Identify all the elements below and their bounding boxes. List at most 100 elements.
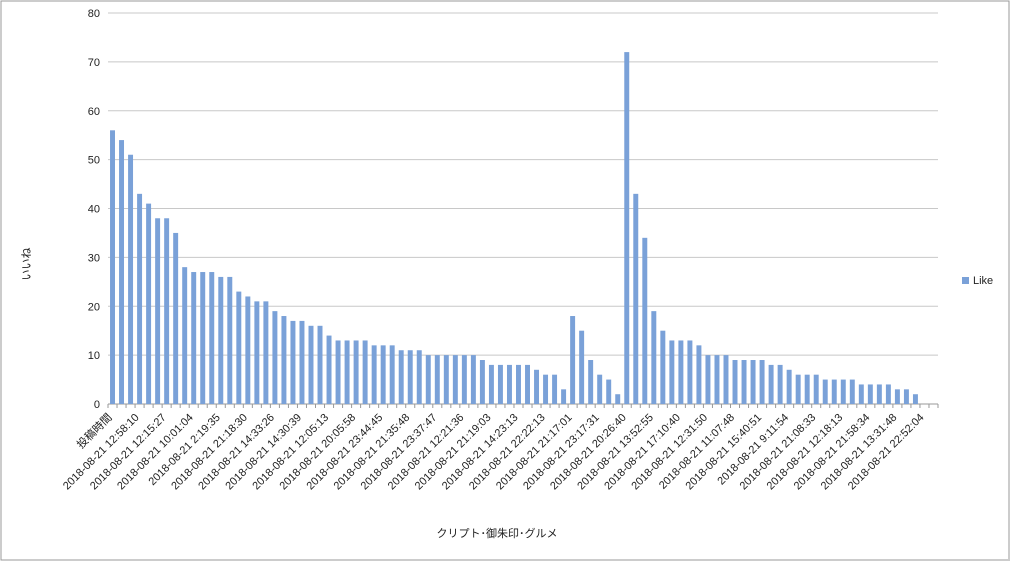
bar: [128, 154, 134, 404]
bar: [335, 340, 341, 404]
bar: [146, 203, 152, 404]
bar: [669, 340, 675, 404]
bar: [155, 218, 161, 404]
bar: [398, 350, 404, 404]
bar: [461, 355, 467, 404]
bar: [606, 379, 612, 404]
bar: [696, 345, 702, 404]
bar: [831, 379, 837, 404]
bar: [353, 340, 359, 404]
bar: [326, 335, 332, 404]
bar: [200, 272, 206, 404]
bar: [912, 394, 918, 404]
bar: [822, 379, 828, 404]
bar: [876, 384, 882, 404]
bar: [804, 374, 810, 404]
bar: [543, 374, 549, 404]
bar: [452, 355, 458, 404]
bar: [425, 355, 431, 404]
bar: [714, 355, 720, 404]
bar: [552, 374, 558, 404]
x-axis-title: クリプト･御朱印･グルメ: [437, 526, 558, 540]
y-tick-label: 20: [88, 301, 100, 313]
bar: [849, 379, 855, 404]
y-tick-label: 0: [94, 399, 100, 411]
bar: [470, 355, 476, 404]
bar: [371, 345, 377, 404]
bar: [407, 350, 413, 404]
bar: [534, 369, 540, 404]
legend-label: Like: [973, 275, 993, 287]
bar: [479, 360, 485, 404]
bar: [516, 364, 521, 404]
bar: [416, 350, 422, 404]
bar: [245, 296, 251, 404]
bar: [723, 355, 729, 404]
bar: [660, 330, 666, 404]
y-tick-label: 40: [88, 204, 100, 216]
bar: [894, 389, 900, 404]
bar: [786, 369, 792, 404]
bar: [615, 394, 621, 404]
bar: [506, 364, 512, 404]
bar: [768, 364, 774, 404]
bar: [272, 311, 278, 404]
bar: [597, 374, 603, 404]
y-tick-label: 10: [88, 350, 100, 362]
bar: [525, 364, 530, 404]
bar: [173, 232, 179, 404]
y-axis-title: いいね: [20, 248, 33, 281]
bar: [110, 130, 115, 405]
bar: [777, 364, 783, 404]
bar: [263, 301, 269, 404]
bar: [579, 330, 585, 404]
bar: [389, 345, 395, 404]
bar: [651, 311, 657, 404]
bar: [867, 384, 873, 404]
bar: [299, 320, 305, 404]
y-tick-label: 60: [88, 106, 100, 118]
bar: [885, 384, 891, 404]
bar: [227, 276, 233, 404]
bar: [308, 325, 314, 404]
bar: [182, 267, 188, 404]
bar: [443, 355, 449, 404]
bar: [750, 360, 756, 404]
y-tick-label: 50: [88, 155, 100, 167]
bar: [164, 218, 170, 404]
y-tick-label: 80: [88, 8, 100, 20]
bar: [218, 276, 224, 404]
bar: [137, 193, 143, 404]
bar: [191, 272, 197, 404]
bar: [624, 52, 630, 404]
bar: [317, 325, 323, 404]
bar: [290, 320, 296, 404]
bar: [759, 360, 765, 404]
bar: [488, 364, 494, 404]
bar: [642, 237, 648, 404]
y-tick-label: 70: [88, 57, 100, 69]
bar: [858, 384, 864, 404]
bar: [254, 301, 260, 404]
bar: [209, 272, 215, 404]
bar: [687, 340, 693, 404]
bar: [903, 389, 909, 404]
bar: [795, 374, 801, 404]
bar: [705, 355, 711, 404]
bar: [236, 291, 242, 404]
bar: [633, 193, 639, 404]
bar: [380, 345, 386, 404]
bar: [732, 360, 738, 404]
bar: [281, 316, 287, 404]
bar: [813, 374, 819, 404]
bar: [497, 364, 503, 404]
y-tick-label: 30: [88, 252, 100, 264]
legend-swatch: [962, 277, 969, 284]
bar: [434, 355, 440, 404]
bar: [362, 340, 368, 404]
bar: [588, 360, 594, 404]
bar: [119, 140, 125, 404]
bar: [570, 316, 576, 404]
